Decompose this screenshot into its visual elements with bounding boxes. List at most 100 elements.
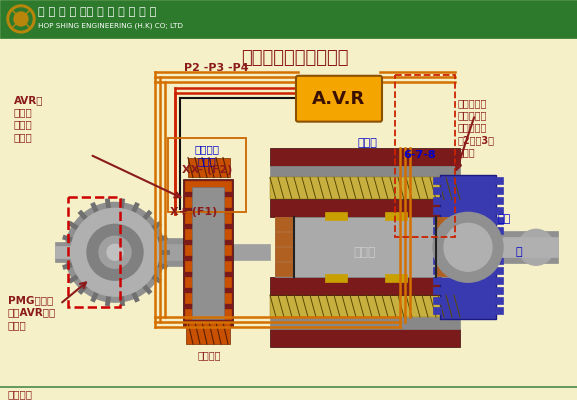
- Bar: [186, 322, 230, 344]
- Bar: [233, 244, 270, 260]
- Bar: [275, 217, 455, 277]
- Bar: [275, 247, 293, 261]
- Bar: [55, 246, 77, 258]
- Bar: [120, 244, 183, 260]
- Bar: [275, 262, 293, 276]
- Bar: [55, 242, 77, 262]
- Bar: [495, 247, 503, 254]
- Bar: [270, 178, 460, 200]
- Bar: [433, 297, 441, 304]
- Bar: [495, 287, 503, 294]
- Bar: [433, 208, 441, 214]
- Bar: [325, 212, 347, 220]
- Bar: [437, 217, 455, 231]
- FancyBboxPatch shape: [296, 76, 382, 122]
- Bar: [496, 231, 558, 263]
- Circle shape: [99, 236, 131, 268]
- Bar: [433, 178, 441, 184]
- Bar: [495, 237, 503, 244]
- Bar: [433, 277, 441, 284]
- Bar: [440, 176, 496, 319]
- Bar: [433, 307, 441, 314]
- Text: 轴: 轴: [515, 247, 522, 257]
- Bar: [270, 200, 460, 217]
- Bar: [270, 166, 460, 178]
- Text: 整流模块: 整流模块: [198, 350, 222, 360]
- Bar: [270, 295, 460, 317]
- Bar: [495, 267, 503, 274]
- Bar: [433, 198, 441, 204]
- Circle shape: [444, 223, 492, 271]
- Bar: [433, 257, 441, 264]
- Bar: [433, 287, 441, 294]
- Circle shape: [14, 12, 28, 26]
- Text: 主定子: 主定子: [358, 138, 378, 148]
- Bar: [0, 0, 577, 38]
- Bar: [185, 277, 231, 287]
- Bar: [185, 182, 231, 192]
- Bar: [440, 239, 455, 255]
- Bar: [433, 217, 441, 224]
- Text: 从主定子来
的交流电源
和传感信号
（2相或3相
感应）: 从主定子来 的交流电源 和传感信号 （2相或3相 感应）: [458, 98, 495, 157]
- Bar: [495, 208, 503, 214]
- Bar: [275, 217, 293, 231]
- Text: 励磁转子
和定子: 励磁转子 和定子: [194, 144, 219, 166]
- Bar: [433, 188, 441, 194]
- Circle shape: [7, 5, 35, 33]
- Bar: [495, 188, 503, 194]
- Text: PMG提供电
源给AVR（安
装时）: PMG提供电 源给AVR（安 装时）: [8, 295, 56, 330]
- Bar: [433, 227, 441, 234]
- Bar: [168, 138, 246, 212]
- Text: AVR输
出直流
电给励
磁定子: AVR输 出直流 电给励 磁定子: [14, 95, 43, 142]
- Bar: [495, 178, 503, 184]
- Text: 合 成 工 程 （香 港 ） 有 限 公 司: 合 成 工 程 （香 港 ） 有 限 公 司: [38, 7, 156, 17]
- Bar: [437, 232, 455, 246]
- Circle shape: [10, 8, 32, 30]
- Bar: [433, 237, 441, 244]
- Bar: [495, 307, 503, 314]
- Bar: [270, 277, 460, 295]
- Text: 主转子: 主转子: [354, 246, 376, 259]
- Text: XX- (F2): XX- (F2): [182, 164, 232, 174]
- Bar: [185, 261, 231, 271]
- Bar: [192, 188, 224, 319]
- Circle shape: [433, 212, 503, 282]
- Text: HOP SHING ENGINEERING (H.K) CO; LTD: HOP SHING ENGINEERING (H.K) CO; LTD: [38, 23, 183, 29]
- Bar: [325, 274, 347, 282]
- Text: 6-7-8: 6-7-8: [403, 150, 436, 160]
- Bar: [496, 237, 558, 257]
- Bar: [385, 274, 407, 282]
- Text: A.V.R: A.V.R: [312, 90, 366, 108]
- Text: 内部培训: 内部培训: [8, 389, 33, 399]
- Bar: [270, 329, 460, 347]
- Circle shape: [87, 224, 143, 280]
- Bar: [185, 229, 231, 239]
- Text: 轴承: 轴承: [497, 214, 510, 224]
- Bar: [185, 309, 231, 319]
- Bar: [185, 198, 231, 208]
- Bar: [437, 247, 455, 261]
- Bar: [185, 245, 231, 255]
- Circle shape: [107, 244, 123, 260]
- Bar: [433, 267, 441, 274]
- Bar: [433, 247, 441, 254]
- Bar: [183, 180, 233, 327]
- Bar: [270, 148, 460, 166]
- Bar: [395, 75, 455, 237]
- Bar: [270, 317, 460, 329]
- Bar: [495, 217, 503, 224]
- Bar: [495, 297, 503, 304]
- Bar: [495, 198, 503, 204]
- Bar: [495, 257, 503, 264]
- Text: 发电机基本结构和电路: 发电机基本结构和电路: [241, 49, 349, 67]
- Bar: [188, 158, 230, 178]
- Bar: [275, 232, 293, 246]
- Circle shape: [518, 229, 554, 265]
- Circle shape: [71, 208, 159, 296]
- Text: P2 -P3 -P4: P2 -P3 -P4: [184, 63, 249, 73]
- Bar: [185, 293, 231, 303]
- Bar: [385, 212, 407, 220]
- Text: X+ (F1): X+ (F1): [170, 208, 218, 218]
- Bar: [68, 198, 120, 307]
- Bar: [185, 213, 231, 223]
